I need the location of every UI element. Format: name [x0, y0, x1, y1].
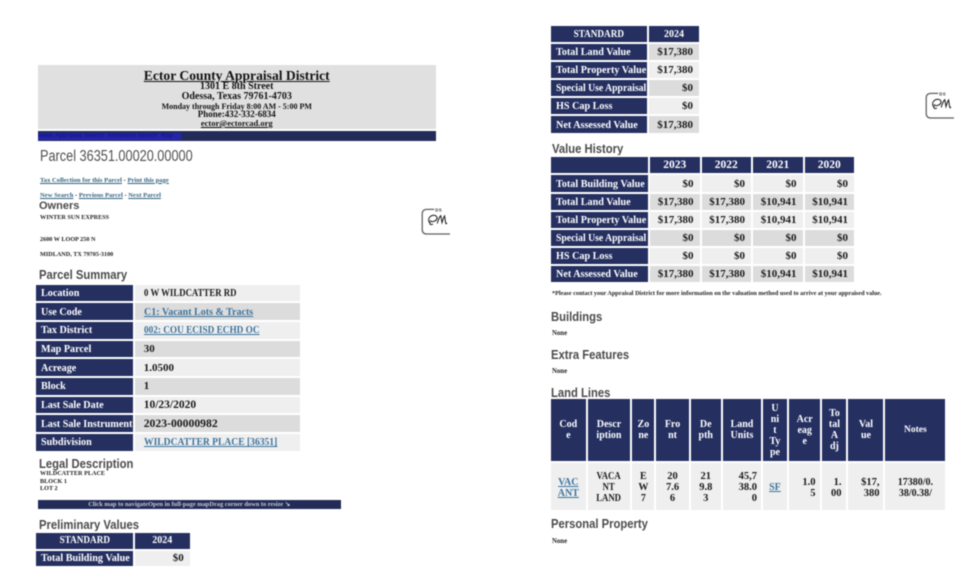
svg-text:DS: DS	[435, 207, 442, 212]
svg-text:DS: DS	[939, 91, 946, 96]
